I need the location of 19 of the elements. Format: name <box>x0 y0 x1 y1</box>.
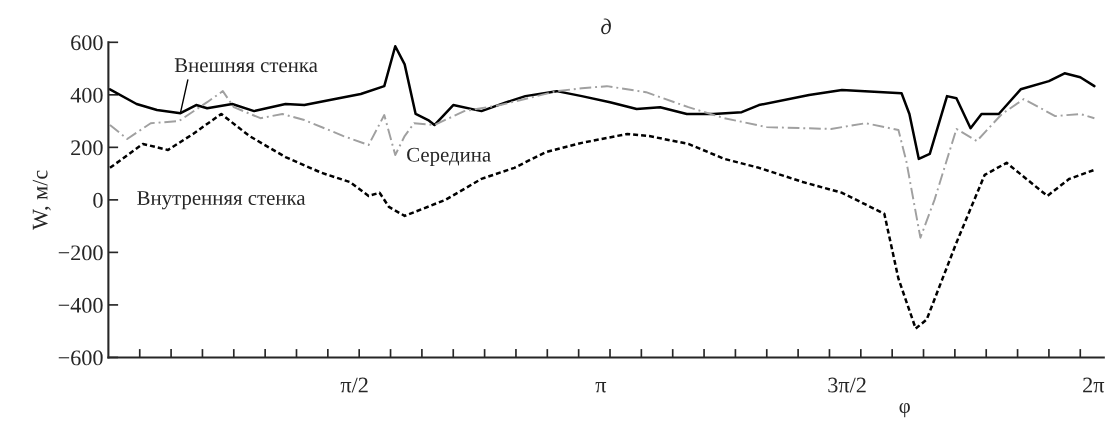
series-label: Середина <box>407 147 491 166</box>
line-series <box>108 112 1096 330</box>
x-tick-label: π <box>595 382 607 393</box>
line-series <box>108 85 1096 239</box>
y-tick-label: −600 <box>58 350 103 366</box>
y-tick-label: −400 <box>58 297 103 313</box>
series-label: Внутренняя стенка <box>137 191 306 210</box>
x-axis-title: φ <box>899 403 910 418</box>
y-tick-label: 400 <box>70 87 103 103</box>
y-tick-label: 0 <box>93 192 103 208</box>
y-axis-title: W, м/с <box>32 170 51 230</box>
x-tick-label: 3π/2 <box>828 377 866 393</box>
x-tick-label: π/2 <box>340 377 368 393</box>
series-label: Внешняя стенка <box>174 58 318 73</box>
y-tick-label: 200 <box>71 140 103 156</box>
y-tick-label: 600 <box>71 35 103 51</box>
x-tick-label: 2π <box>1083 377 1105 393</box>
chart-title: д <box>601 18 611 35</box>
y-tick-label: −200 <box>58 245 103 261</box>
